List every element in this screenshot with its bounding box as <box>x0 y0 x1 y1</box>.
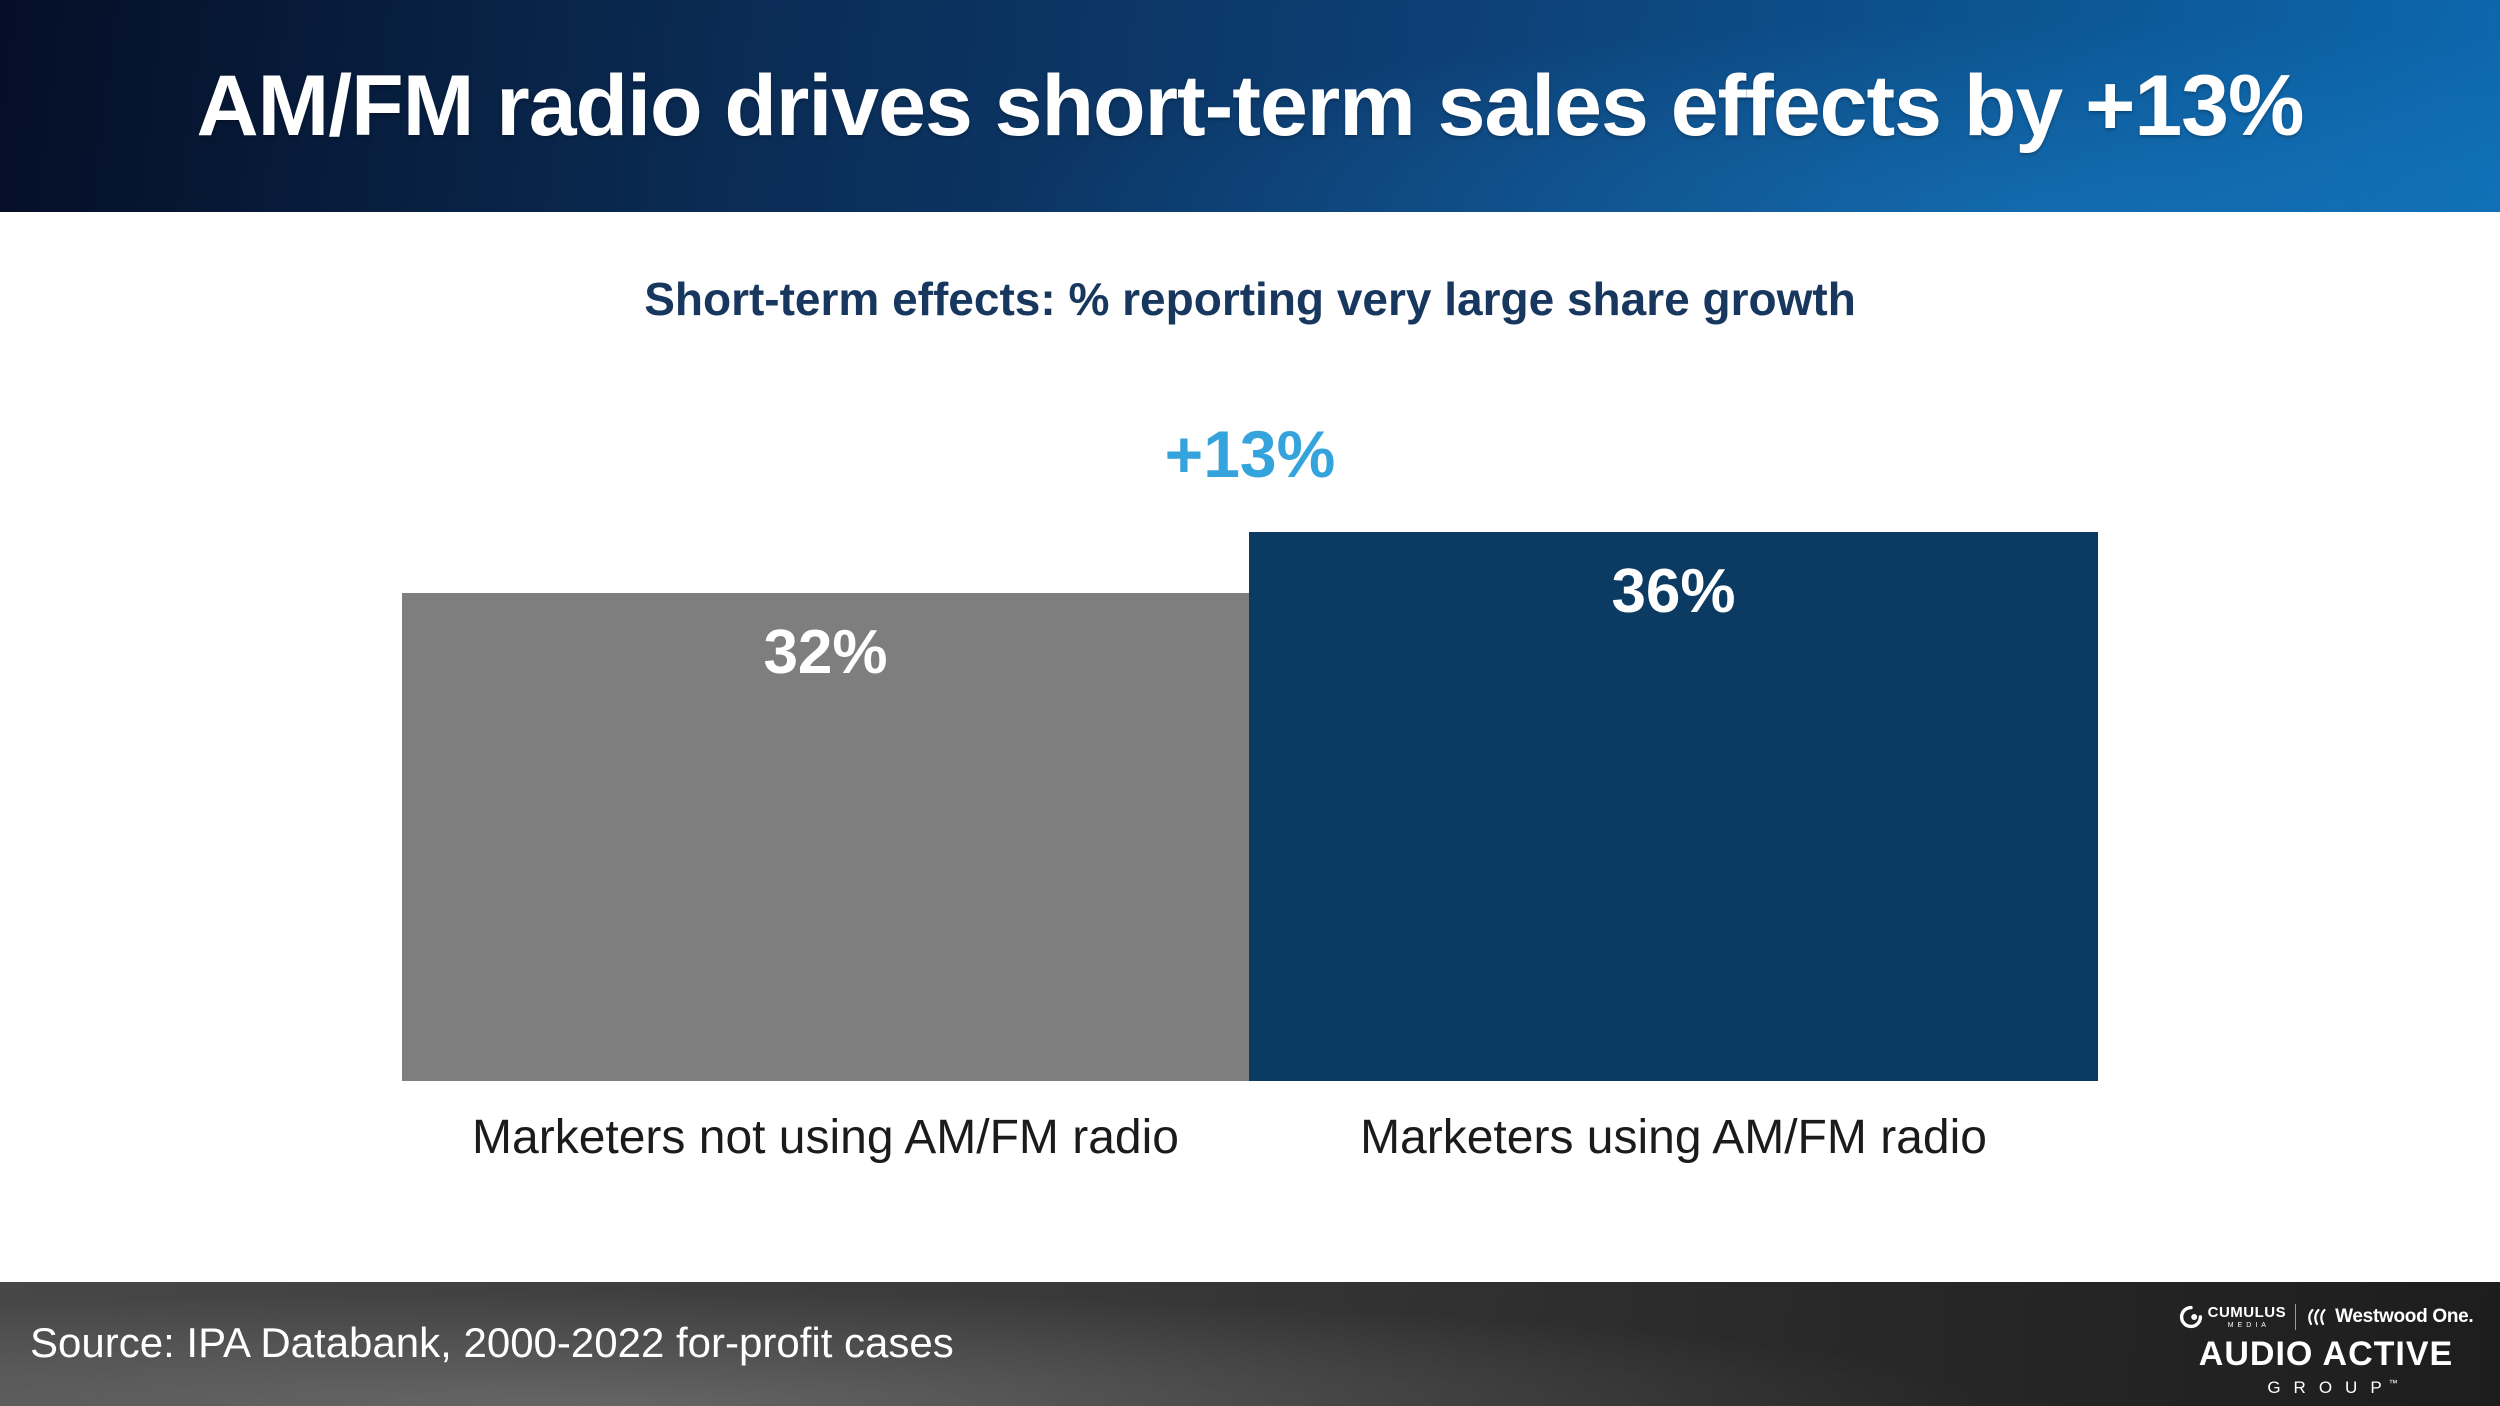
source-text: Source: IPA Databank, 2000-2022 for-prof… <box>30 1319 954 1366</box>
category-label-not-using: Marketers not using AM/FM radio <box>472 1111 1179 1164</box>
group-label: GROUP <box>2267 1378 2395 1397</box>
category-label-using: Marketers using AM/FM radio <box>1360 1111 1987 1164</box>
audio-active-group-logo: CUMULUS MEDIA Westwood One. <box>2179 1304 2474 1398</box>
delta-annotation: +13% <box>1164 417 1336 491</box>
header-band: AM/FM radio drives short-term sales effe… <box>0 0 2500 212</box>
audio-active-label: AUDIO ACTIVE <box>2198 1335 2454 1373</box>
cumulus-label: CUMULUS <box>2207 1304 2287 1321</box>
page-title: AM/FM radio drives short-term sales effe… <box>196 57 2305 154</box>
cumulus-text-stack: CUMULUS MEDIA <box>2208 1305 2287 1329</box>
chart-title: Short-term effects: % reporting very lar… <box>644 273 1856 325</box>
footer-band: Source: IPA Databank, 2000-2022 for-prof… <box>0 1282 2500 1406</box>
trademark-mark: ™ <box>2388 1378 2398 1388</box>
bar-value-label: 36% <box>1611 557 1736 626</box>
cumulus-circle-icon <box>2179 1305 2203 1329</box>
logo-divider <box>2295 1304 2297 1330</box>
bar-using-amfm: 36% <box>1249 532 2098 1081</box>
logo-brands-row: CUMULUS MEDIA Westwood One. <box>2179 1304 2474 1330</box>
westwood-one-label: Westwood One. <box>2335 1306 2474 1327</box>
westwood-wave-icon <box>2305 1307 2331 1327</box>
bar-not-using-amfm: 32% <box>402 593 1249 1081</box>
group-row: GROUP ™ <box>2254 1378 2397 1398</box>
westwood-one-brand: Westwood One. <box>2305 1306 2474 1328</box>
cumulus-media-label: MEDIA <box>2227 1322 2270 1329</box>
cumulus-brand: CUMULUS MEDIA <box>2179 1305 2287 1329</box>
bar-value-label: 32% <box>763 618 888 687</box>
